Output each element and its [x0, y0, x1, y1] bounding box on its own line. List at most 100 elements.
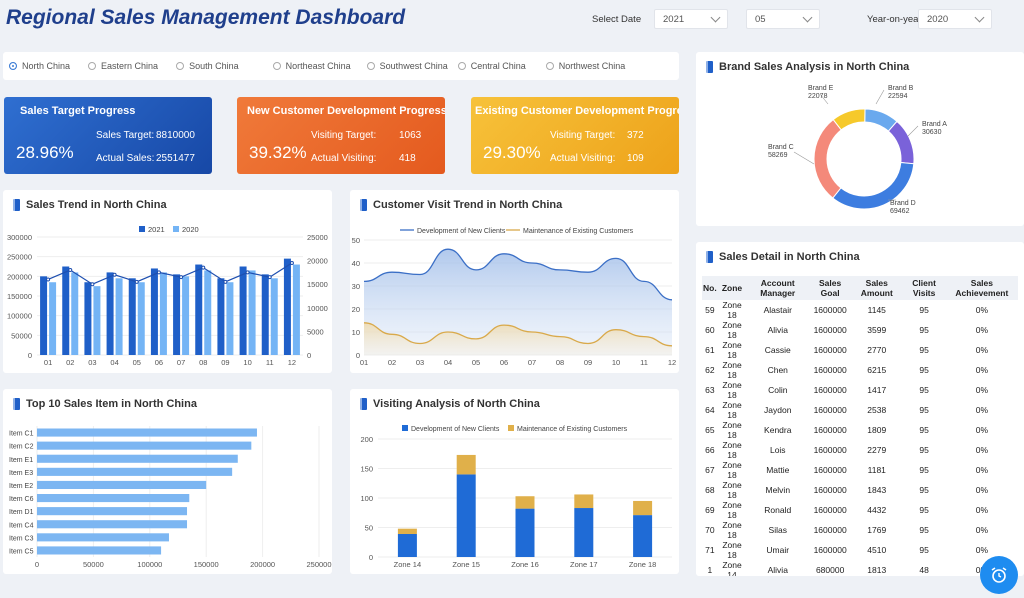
leader-line	[793, 151, 815, 165]
y-tick-label: 50000	[11, 331, 32, 340]
alarm-icon	[991, 567, 1007, 583]
region-radio-southwest-china[interactable]: Southwest China	[366, 61, 448, 71]
leader-line	[907, 125, 919, 137]
y-tick-label: Item E2	[9, 483, 33, 490]
brand-panel: Brand Sales Analysis in North China Bran…	[696, 52, 1024, 226]
table-cell: Lois	[769, 445, 786, 455]
table-cell: 0%	[975, 305, 989, 315]
table-cell: 1600000	[813, 525, 847, 535]
region-radio-central-china[interactable]: Central China	[457, 61, 526, 71]
table-cell: 95	[919, 325, 929, 335]
radio-label: Northwest China	[558, 61, 626, 71]
region-radio-north-china[interactable]: North China	[9, 61, 70, 71]
x-tick-label: 07	[177, 358, 185, 367]
bar-new-clients	[515, 508, 535, 557]
x-tick-label: 04	[444, 358, 452, 367]
table-cell: 1	[707, 565, 713, 575]
table-cell: 1600000	[813, 545, 847, 555]
bar-existing-customers	[633, 500, 653, 516]
x-tick-label: 08	[556, 358, 564, 367]
table-cell: 0%	[975, 505, 989, 515]
page-title: Regional Sales Management Dashboard	[6, 6, 406, 29]
hbar	[37, 467, 233, 476]
table-cell: 95	[919, 545, 929, 555]
trend-point	[223, 279, 228, 284]
trend-point	[289, 260, 294, 265]
table-cell: 1600000	[813, 465, 847, 475]
hbar	[37, 441, 252, 450]
table-cell: 1600000	[813, 445, 847, 455]
trend-point	[156, 270, 161, 275]
table-cell: Colin	[768, 385, 788, 395]
y-tick-label: 50	[365, 524, 373, 533]
table-cell: Mattie	[766, 465, 790, 475]
region-radio-northeast-china[interactable]: Northeast China	[272, 61, 351, 71]
book-icon	[360, 398, 367, 410]
leader-line	[875, 89, 885, 105]
table-cell: Zone 18	[722, 360, 742, 380]
assistant-button[interactable]	[980, 556, 1018, 594]
table-cell: Zone 18	[722, 300, 742, 320]
y-tick-label: 100	[360, 494, 373, 503]
region-radio-eastern-china[interactable]: Eastern China	[88, 61, 158, 71]
region-radio-northwest-china[interactable]: Northwest China	[545, 61, 626, 71]
radio-label: Northeast China	[285, 61, 351, 71]
year-select[interactable]: 2021	[654, 9, 728, 29]
month-select[interactable]: 05	[746, 9, 820, 29]
yoy-label: Year-on-year	[867, 14, 922, 25]
y-tick-label: 30	[352, 282, 360, 291]
table-header-row: No. Zone Account Manager Sales Goal Sales Am…	[702, 276, 1018, 300]
table-cell: 69	[705, 505, 715, 515]
radio-dot	[366, 62, 375, 70]
top10-panel: Top 10 Sales Item in North China 0 50000 1…	[3, 389, 332, 574]
area-fill	[364, 249, 672, 355]
radio-label: Southwest China	[379, 61, 448, 71]
month-select-value: 05	[755, 13, 766, 25]
top10-chart: 0 50000 100000 150000 200000 250000 Item C1 Ite…	[9, 426, 332, 569]
column-header-client-visits: Client Visits	[902, 276, 946, 300]
table-cell: Melvin	[765, 485, 791, 495]
y-tick-label: 0	[28, 351, 32, 360]
x-tick-label: 10	[612, 358, 620, 367]
kpi-label: Sales Target:	[96, 130, 155, 141]
table-cell: 1145	[867, 305, 886, 315]
bar-2021	[62, 266, 70, 355]
y2-tick-label: 0	[307, 351, 311, 360]
kpi-value: 1063	[399, 130, 422, 141]
radio-label: Eastern China	[101, 61, 159, 71]
y2-tick-label: 25000	[307, 233, 328, 242]
column-header-account-manager: Account Manager	[746, 276, 810, 300]
bar-2020	[115, 278, 123, 355]
x-tick-label: 01	[360, 358, 368, 367]
y-tick-label: Item C1	[9, 431, 34, 438]
bar-2020	[182, 276, 190, 355]
table-cell: Silas	[768, 525, 787, 535]
bar-2020	[226, 282, 234, 355]
table-cell: 48	[919, 565, 929, 575]
y-tick-label: Item E1	[9, 457, 33, 464]
radio-label: Central China	[470, 61, 526, 71]
x-tick-label: 0	[35, 560, 39, 569]
slice-value: 69462	[890, 208, 910, 215]
bar-2021	[217, 278, 225, 355]
table-cell: 2770	[867, 345, 887, 355]
region-radio-south-china[interactable]: South China	[176, 61, 239, 71]
bar-2020	[204, 270, 212, 355]
table-cell: 2279	[867, 445, 887, 455]
y2-tick-label: 5000	[307, 327, 324, 336]
table-cell: Zone 18	[722, 320, 742, 340]
y2-tick-label: 15000	[307, 280, 328, 289]
panel-title: Brand Sales Analysis in North China	[719, 61, 910, 73]
kpi-card-sales: Sales Target Progress 28.96% Sales Targe…	[4, 97, 212, 174]
table-row: 68 Zone 18 Melvin 1600000 1843 95 0%	[702, 480, 1018, 500]
x-tick-label: 12	[668, 358, 676, 367]
sales-detail-panel: Sales Detail in North China No. Zone Accou…	[696, 242, 1024, 576]
table-cell: 1600000	[813, 485, 847, 495]
radio-dot	[176, 62, 185, 70]
y-tick-label: 300000	[7, 233, 32, 242]
yoy-select[interactable]: 2020	[918, 9, 992, 29]
radio-dot	[88, 62, 97, 70]
y2-tick-label: 10000	[307, 304, 328, 313]
chevron-down-icon	[974, 12, 985, 22]
x-tick-label: 04	[110, 358, 118, 367]
